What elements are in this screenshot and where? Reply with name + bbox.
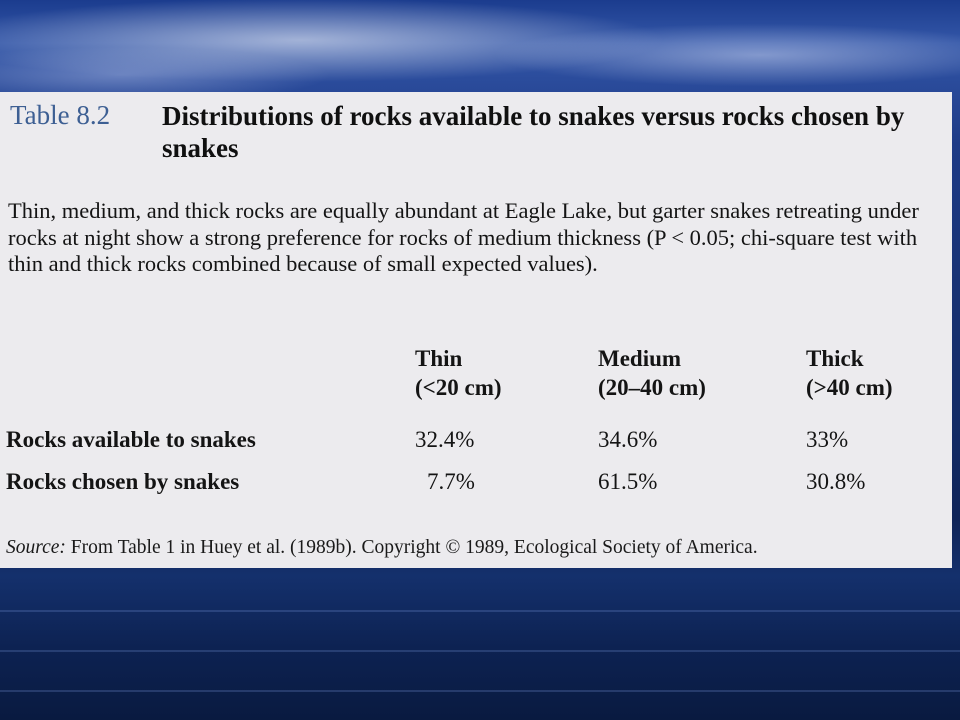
table-cell: 32.4% [415,427,475,452]
background-wave [0,610,960,612]
source-label: Source: [6,537,66,558]
table-cell: 7.7% [427,469,475,494]
column-name: Medium [598,346,682,371]
column-name: Thick [806,346,864,371]
table-caption: Thin, medium, and thick rocks are equall… [8,198,919,276]
column-header-medium: Medium (20–40 cm) [598,344,706,402]
column-range: (20–40 cm) [598,375,706,400]
table-number: Table 8.2 [10,100,111,130]
row-label-available: Rocks available to snakes [6,427,256,452]
table-cell: 30.8% [806,469,866,494]
source-note: Source: From Table 1 in Huey et al. (198… [6,537,758,559]
column-header-thin: Thin (<20 cm) [415,344,502,402]
background-wave [0,650,960,652]
background-wave [0,690,960,692]
table-cell: 34.6% [598,427,658,452]
table-cell: 61.5% [598,469,658,494]
table-cell: 33% [806,427,849,452]
column-range: (>40 cm) [806,375,893,400]
column-name: Thin [415,346,463,371]
table-title: Distributions of rocks available to snak… [162,101,905,163]
column-header-thick: Thick (>40 cm) [806,344,893,402]
table-slide-image: Table 8.2 Distributions of rocks availab… [0,92,952,568]
source-text: From Table 1 in Huey et al. (1989b). Cop… [65,537,758,558]
row-label-chosen: Rocks chosen by snakes [6,469,240,494]
column-range: (<20 cm) [415,375,502,400]
